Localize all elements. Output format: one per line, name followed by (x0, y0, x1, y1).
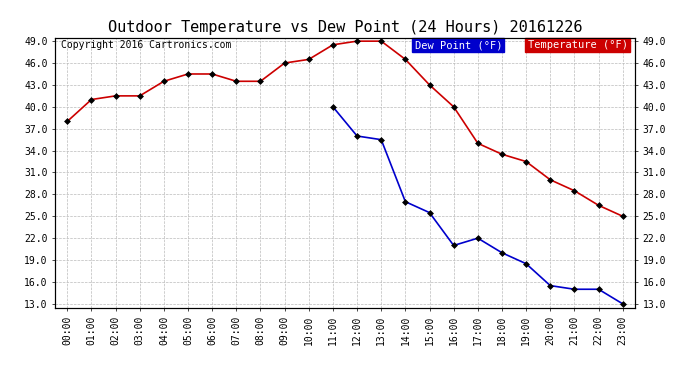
Text: Temperature (°F): Temperature (°F) (528, 40, 628, 50)
Text: Copyright 2016 Cartronics.com: Copyright 2016 Cartronics.com (61, 40, 231, 50)
Text: Dew Point (°F): Dew Point (°F) (415, 40, 502, 50)
Title: Outdoor Temperature vs Dew Point (24 Hours) 20161226: Outdoor Temperature vs Dew Point (24 Hou… (108, 20, 582, 35)
